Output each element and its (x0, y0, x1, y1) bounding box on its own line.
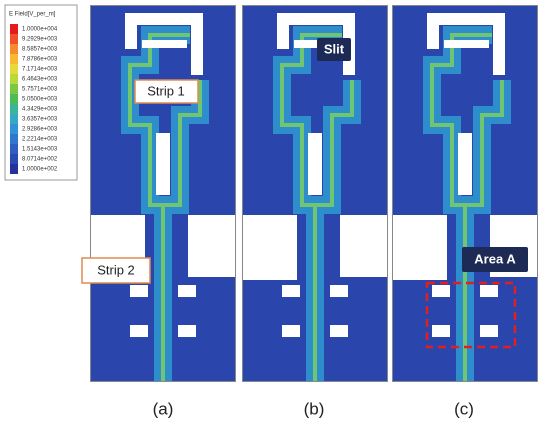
color-swatch (10, 84, 18, 94)
color-swatch (10, 44, 18, 54)
legend-label: 9.2929e+003 (22, 37, 58, 43)
annotation: Area A (474, 251, 516, 266)
color-swatch (10, 74, 18, 84)
caption: (a) (153, 399, 174, 418)
color-swatch (10, 104, 18, 114)
legend-label: 2.2214e+003 (22, 137, 58, 143)
annotation: Slit (324, 41, 345, 56)
color-swatch (10, 54, 18, 64)
color-swatch (10, 34, 18, 44)
legend-label: 7.1714e+003 (22, 67, 58, 73)
color-swatch (10, 114, 18, 124)
legend-label: 5.0500e+003 (22, 97, 58, 103)
color-swatch (10, 94, 18, 104)
legend-label: 3.6357e+003 (22, 117, 58, 123)
color-swatch (10, 64, 18, 74)
color-swatch (10, 144, 18, 154)
caption: (b) (304, 399, 325, 418)
color-swatch (10, 24, 18, 34)
annotation-box (81, 257, 151, 284)
caption: (c) (454, 399, 474, 418)
annotation: Strip 2 (97, 262, 135, 277)
panel-b (242, 5, 388, 382)
legend-label: 5.7571e+003 (22, 87, 58, 93)
legend-label: 1.0000e+002 (22, 167, 58, 173)
legend-label: 4.3429e+003 (22, 107, 58, 113)
legend-label: 1.5143e+003 (22, 147, 58, 153)
color-swatch (10, 124, 18, 134)
legend-label: 8.5857e+003 (22, 47, 58, 53)
legend-title: E Field[V_per_m] (9, 12, 56, 18)
color-swatch (10, 164, 18, 174)
color-swatch (10, 134, 18, 144)
annotation-box (134, 79, 199, 104)
panel-a (90, 5, 236, 382)
legend-label: 6.4643e+003 (22, 77, 58, 83)
legend-label: 7.8786e+003 (22, 57, 58, 63)
color-swatch (10, 154, 18, 164)
legend-label: 2.9286e+003 (22, 127, 58, 133)
annotation: Strip 1 (147, 83, 185, 98)
legend-label: 1.0000e+004 (22, 27, 58, 33)
highlight-region (425, 281, 517, 349)
annotation-box (317, 38, 351, 61)
legend-label: 8.0714e+002 (22, 157, 58, 163)
annotation-box (462, 247, 528, 272)
